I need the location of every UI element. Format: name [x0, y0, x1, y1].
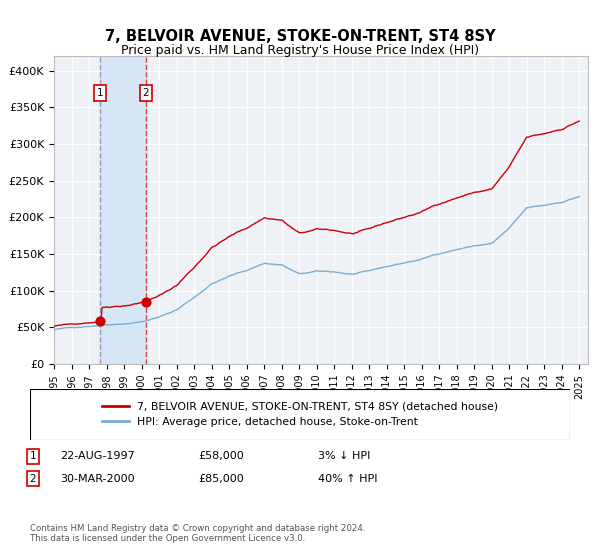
Text: 1: 1 — [97, 88, 104, 98]
Text: 22-AUG-1997: 22-AUG-1997 — [60, 451, 135, 461]
Text: 40% ↑ HPI: 40% ↑ HPI — [318, 474, 377, 484]
Text: 1: 1 — [29, 451, 37, 461]
Text: 30-MAR-2000: 30-MAR-2000 — [60, 474, 134, 484]
Text: 2: 2 — [29, 474, 37, 484]
Text: 3% ↓ HPI: 3% ↓ HPI — [318, 451, 370, 461]
Text: Contains HM Land Registry data © Crown copyright and database right 2024.
This d: Contains HM Land Registry data © Crown c… — [30, 524, 365, 543]
Legend: 7, BELVOIR AVENUE, STOKE-ON-TRENT, ST4 8SY (detached house), HPI: Average price,: 7, BELVOIR AVENUE, STOKE-ON-TRENT, ST4 8… — [97, 398, 503, 431]
Text: £58,000: £58,000 — [198, 451, 244, 461]
Text: Price paid vs. HM Land Registry's House Price Index (HPI): Price paid vs. HM Land Registry's House … — [121, 44, 479, 57]
Text: 2: 2 — [143, 88, 149, 98]
Text: £85,000: £85,000 — [198, 474, 244, 484]
Bar — [100, 56, 146, 364]
Text: 7, BELVOIR AVENUE, STOKE-ON-TRENT, ST4 8SY: 7, BELVOIR AVENUE, STOKE-ON-TRENT, ST4 8… — [104, 29, 496, 44]
Point — [141, 297, 151, 306]
Point — [95, 317, 105, 326]
